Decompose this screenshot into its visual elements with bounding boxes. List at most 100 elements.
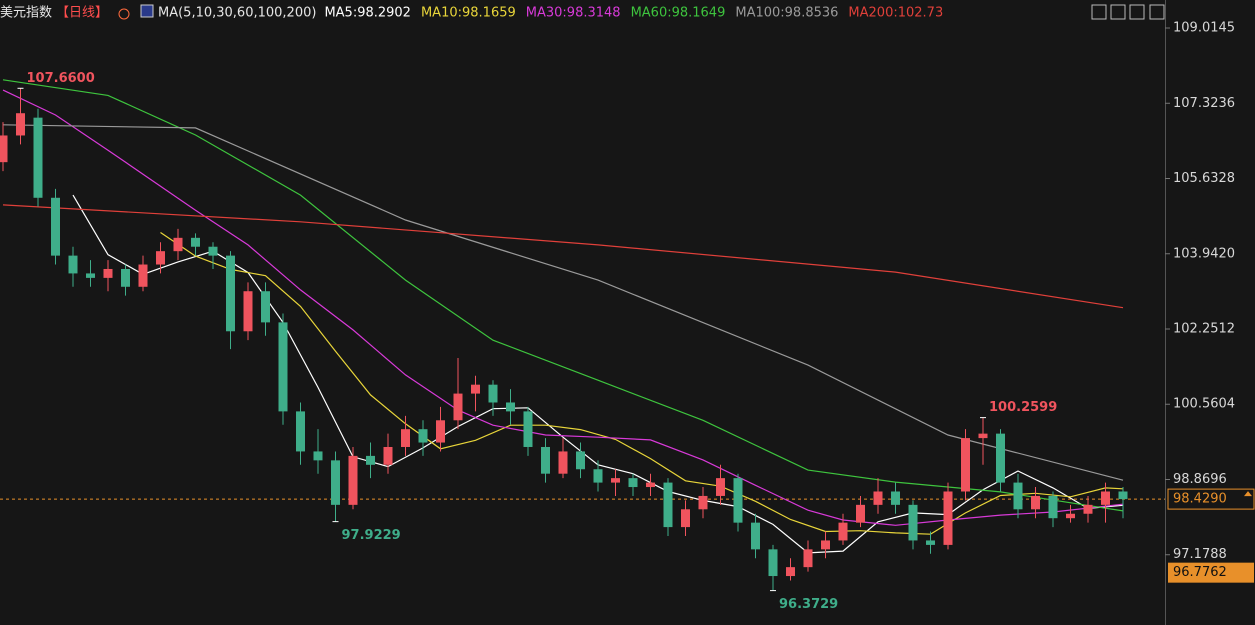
indicator-name: MA(5,10,30,60,100,200) <box>158 6 316 21</box>
candle-body <box>313 451 323 461</box>
candle-body <box>751 522 760 550</box>
candle-body <box>138 264 148 287</box>
candle-body <box>1118 491 1128 500</box>
tool-icon[interactable] <box>1110 4 1126 20</box>
add-icon[interactable] <box>118 8 130 20</box>
candle-body <box>226 255 235 332</box>
candle-body <box>558 451 568 474</box>
ma-line <box>160 232 1124 535</box>
candle-body <box>576 451 585 470</box>
legend-entry: MA5:98.2902 <box>324 6 411 21</box>
chart-title: 美元指数 <box>0 6 52 21</box>
toolbar[interactable] <box>1091 4 1165 20</box>
low-marker-box <box>1168 562 1254 583</box>
candle-body <box>786 567 795 577</box>
candle-body <box>523 411 533 447</box>
annotation-label: 107.6600 <box>27 71 95 86</box>
candle-body <box>173 237 183 252</box>
tool-icon[interactable] <box>1129 4 1145 20</box>
candle-body <box>698 495 708 510</box>
y-tick-label: 103.9420 <box>1173 246 1235 261</box>
ma-lines <box>2 79 1124 554</box>
annotation-label: 100.2599 <box>989 400 1057 415</box>
candle-body <box>803 549 813 568</box>
candle-body <box>68 255 78 274</box>
candle-body <box>821 540 830 550</box>
legend-entry: MA100:98.8536 <box>735 6 838 21</box>
ma-line <box>2 204 1124 309</box>
candle-body <box>663 482 673 528</box>
candle-body <box>646 482 655 488</box>
candle-body <box>383 446 393 465</box>
candle-body <box>628 478 638 488</box>
candle-body <box>996 433 1005 483</box>
low-marker-label: 96.7762 <box>1173 565 1227 580</box>
candle-body <box>838 522 848 541</box>
candle-body <box>873 491 883 505</box>
candle-body <box>191 237 200 247</box>
annotation-label: 97.9229 <box>342 528 401 543</box>
candle-body <box>33 117 43 198</box>
candle-body <box>506 402 515 412</box>
candle-body <box>1101 491 1110 505</box>
candle-body <box>1048 495 1058 519</box>
y-tick-label: 97.1788 <box>1173 547 1227 562</box>
y-tick-label: 107.3236 <box>1173 96 1235 111</box>
period[interactable]: 【日线】 <box>56 6 108 21</box>
ma-line <box>2 79 1124 512</box>
candle-body <box>733 478 743 523</box>
candle-body <box>366 455 375 465</box>
legend-entry: MA30:98.3148 <box>526 6 621 21</box>
candle-body <box>471 384 480 394</box>
legend-entry: MA60:98.1649 <box>631 6 726 21</box>
candle-body <box>716 478 725 496</box>
candle-body <box>1083 504 1093 514</box>
candle-body <box>261 291 270 323</box>
candle-body <box>541 446 550 474</box>
candle-body <box>961 438 970 492</box>
last-price-arrow <box>1244 491 1252 497</box>
indicator-icon[interactable] <box>140 4 154 18</box>
candles <box>0 88 1128 591</box>
candle-body <box>681 509 690 528</box>
candle-body <box>1066 513 1075 519</box>
tool-icon[interactable] <box>1149 4 1165 20</box>
candle-body <box>86 273 95 278</box>
candle-body <box>891 491 900 505</box>
candle-body <box>103 268 113 278</box>
candle-body <box>348 455 358 505</box>
candle-body <box>856 504 865 523</box>
candle-body <box>436 420 445 443</box>
candle-body <box>908 504 918 541</box>
last-price-label: 98.4290 <box>1173 492 1227 507</box>
candle-body <box>121 268 130 287</box>
candle-body <box>156 251 165 265</box>
candle-body <box>593 469 603 483</box>
candle-body <box>418 429 428 443</box>
y-tick-label: 109.0145 <box>1173 21 1235 36</box>
candle-body <box>926 540 935 545</box>
candle-body <box>768 549 778 577</box>
legend-entry: MA10:98.1659 <box>421 6 516 21</box>
candle-body <box>296 411 305 452</box>
candle-body <box>243 291 253 332</box>
candle-body <box>1013 482 1023 510</box>
ma-line <box>2 89 1124 526</box>
candle-body <box>1031 495 1040 510</box>
y-tick-label: 98.8696 <box>1173 472 1227 487</box>
candle-body <box>51 197 60 256</box>
candle-body <box>978 433 988 439</box>
candle-body <box>401 429 410 447</box>
candle-body <box>453 393 463 421</box>
candle-body <box>488 384 498 403</box>
y-tick-label: 102.2512 <box>1173 322 1235 337</box>
candle-body <box>278 322 288 412</box>
candle-body <box>943 491 953 545</box>
y-tick-label: 105.6328 <box>1173 171 1235 186</box>
candle-body <box>16 113 25 136</box>
y-tick-label: 100.5604 <box>1173 397 1235 412</box>
tool-icon[interactable] <box>1091 4 1107 20</box>
